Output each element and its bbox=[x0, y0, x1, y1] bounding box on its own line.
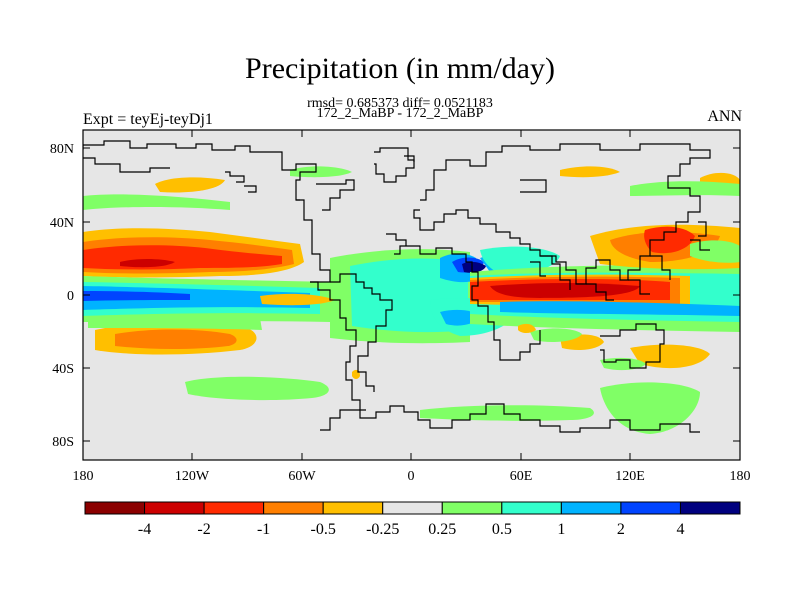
colorbar-swatch bbox=[441, 501, 503, 515]
io-band-darkred bbox=[490, 283, 640, 298]
colorbar-swatch bbox=[203, 501, 265, 515]
axis-ticks bbox=[82, 130, 741, 460]
colorbar-label: 0.5 bbox=[492, 521, 512, 538]
arctic-green-3 bbox=[290, 166, 352, 178]
lon-label-60e: 60E bbox=[510, 469, 533, 484]
arctic-green-2 bbox=[630, 181, 740, 196]
sio-green-2 bbox=[530, 328, 582, 342]
colorbar-label: -4 bbox=[138, 521, 151, 538]
colorbar-swatch bbox=[263, 501, 324, 515]
africa-darkblue bbox=[462, 261, 486, 273]
colorbar-swatch bbox=[84, 501, 146, 515]
lat-label-80s: 80S bbox=[52, 435, 74, 450]
spac-band-red bbox=[115, 329, 237, 349]
lon-label-180e: 180 bbox=[730, 469, 751, 484]
arctic-green-1 bbox=[83, 194, 230, 210]
lat-label-0: 0 bbox=[67, 289, 74, 304]
colorbar bbox=[84, 501, 741, 515]
colorbar-swatch bbox=[560, 501, 622, 515]
eqpac-band-blue bbox=[83, 291, 190, 301]
page-title: Precipitation (in mm/day) bbox=[245, 52, 555, 85]
colorbar-swatch bbox=[620, 501, 681, 515]
io-band-blue bbox=[500, 301, 740, 316]
lat-label-40n: 40N bbox=[50, 216, 74, 231]
lat-label-80n: 80N bbox=[50, 142, 74, 157]
sio-green bbox=[600, 357, 646, 371]
precipitation-anomaly-field bbox=[83, 140, 740, 434]
epac-yellow bbox=[260, 293, 335, 306]
lon-label-120w: 120W bbox=[175, 469, 210, 484]
coastlines bbox=[83, 140, 711, 433]
colorbar-label: 4 bbox=[676, 521, 684, 538]
colorbar-label: 2 bbox=[617, 521, 625, 538]
colorbar-label: -1 bbox=[257, 521, 270, 538]
npac-core-darkred bbox=[120, 259, 175, 268]
arctic-yellow-1 bbox=[155, 177, 225, 193]
colorbar-swatch bbox=[322, 501, 384, 515]
sio-yellow-3 bbox=[518, 323, 536, 333]
lon-label-180w: 180 bbox=[73, 469, 94, 484]
southern-green-streak-2 bbox=[600, 382, 700, 434]
southern-green-streak bbox=[420, 405, 594, 421]
wpac-red bbox=[644, 226, 695, 254]
colorbar-labels: -4 -2 -1 -0.5 -0.25 0.25 0.5 1 2 4 bbox=[138, 521, 685, 538]
wpac-green bbox=[690, 240, 740, 263]
colorbar-label: -2 bbox=[197, 521, 210, 538]
colorbar-swatch bbox=[382, 501, 443, 515]
colorbar-swatch bbox=[144, 501, 205, 515]
season-label: ANN bbox=[707, 108, 742, 125]
lon-label-60w: 60W bbox=[288, 469, 316, 484]
lon-label-120e: 120E bbox=[615, 469, 645, 484]
colorbar-label: -0.5 bbox=[311, 521, 336, 538]
lon-label-0: 0 bbox=[408, 469, 415, 484]
spac-band-green bbox=[88, 316, 262, 330]
colorbar-label: 0.25 bbox=[428, 521, 456, 538]
colorbar-swatch bbox=[679, 501, 741, 515]
arctic-yellow-3 bbox=[560, 166, 620, 178]
spac-green-blob bbox=[185, 376, 329, 401]
colorbar-swatch bbox=[501, 501, 562, 515]
colorbar-label: 1 bbox=[557, 521, 565, 538]
experiment-label: Expt = teyEj-teyDj1 bbox=[83, 111, 213, 128]
rmsd-diff-stats: rmsd= 0.685373 diff= 0.0521183 bbox=[307, 96, 493, 111]
lat-label-40s: 40S bbox=[52, 362, 74, 377]
case-names: 172_2_MaBP - 172_2_MaBP bbox=[316, 106, 484, 121]
longitude-labels: 180 120W 60W 0 60E 120E 180 bbox=[73, 469, 751, 484]
latitude-labels: 80N 40N 0 40S 80S bbox=[50, 142, 74, 450]
colorbar-label: -0.25 bbox=[366, 521, 399, 538]
